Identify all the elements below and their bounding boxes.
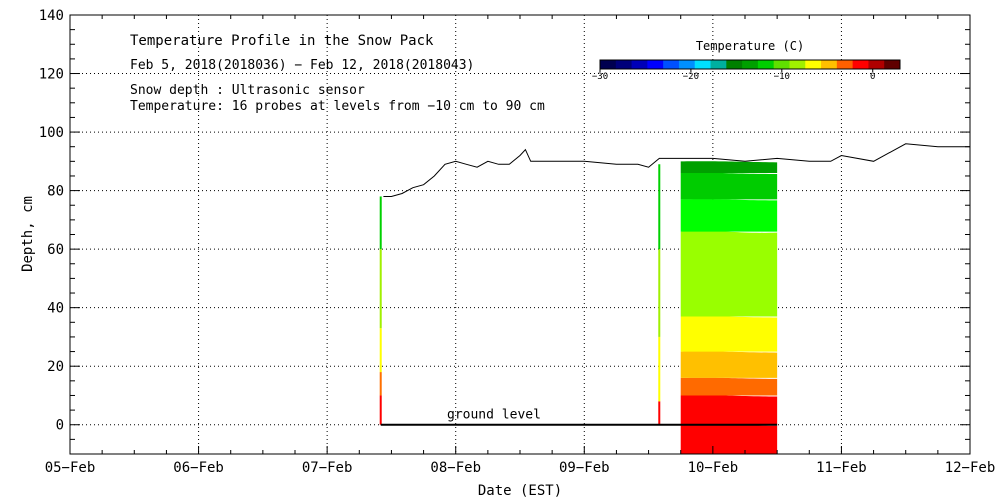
x-tick-label: 09−Feb [559,460,610,476]
x-tick-label: 05−Feb [45,460,96,476]
probe-strip-segment [379,249,382,329]
colorbar-swatch [600,60,617,69]
contour-band [680,161,778,174]
x-tick-label: 08−Feb [430,460,481,476]
y-tick-label: 60 [47,242,64,258]
contour-band [680,351,778,378]
colorbar-swatch [821,60,838,69]
contour-band [680,424,778,454]
y-tick-label: 120 [39,67,64,83]
note-snow-depth: Snow depth : Ultrasonic sensor [130,83,365,98]
colorbar-swatch [789,60,806,69]
ground-level-label: ground level [447,408,541,423]
colorbar-swatch [757,60,775,69]
colorbar-swatch [805,60,822,69]
colorbar-swatch [773,60,790,69]
plot-background [70,15,970,454]
x-tick-label: 10−Feb [688,460,739,476]
colorbar-swatch [647,60,664,69]
y-tick-label: 80 [47,184,64,200]
y-tick-label: 0 [56,418,64,434]
colorbar-swatch [678,60,696,69]
y-tick-label: 100 [39,125,64,141]
probe-strip-segment [379,196,382,250]
x-axis: 05−Feb 06−Feb 07−Feb 08−Feb 09−Feb 10−Feb 11−F… [45,15,996,476]
probe-strip-segment [379,328,382,373]
colorbar-swatch [836,60,854,69]
colorbar-swatch [726,60,743,69]
colorbar-swatch [631,60,648,69]
contour-band [680,199,778,232]
colorbar-tick-label: 0 [870,72,875,82]
chart-subtitle: Feb 5, 2018(2018036) − Feb 12, 2018(2018… [130,58,474,73]
x-tick-label: 11−Feb [816,460,867,476]
contour-band [680,230,778,317]
y-axis-label: Depth, cm [20,196,36,272]
colorbar-frame [599,59,901,70]
probe-strips [379,164,661,425]
colorbar-swatch [884,60,901,69]
x-tick-label: 12−Feb [945,460,996,476]
probe-strip-segment [658,401,661,425]
probe-strip-segment [658,336,661,402]
colorbar-swatch [615,60,633,69]
probe-strip-segment [658,249,661,337]
contour-band [680,316,778,352]
probe-strip-segment [658,164,661,250]
x-tick-label: 07−Feb [302,460,353,476]
colorbar-swatch [663,60,680,69]
colorbar-swatch [694,60,712,69]
x-axis-label: Date (EST) [478,483,562,499]
contour-band [680,395,778,425]
probe-strip-segment [379,395,382,425]
y-tick-label: 20 [47,359,64,375]
temperature-contours [680,161,778,454]
y-tick-label: 40 [47,301,64,317]
colorbar-swatch [852,60,869,69]
chart-title: Temperature Profile in the Snow Pack [130,33,434,49]
contour-band [680,172,778,200]
colorbar-swatch [868,60,885,69]
x-tick-label: 06−Feb [173,460,224,476]
colorbar-title: Temperature (C) [696,39,804,53]
snow-depth-line [383,143,970,197]
colorbar-swatch [710,60,727,69]
colorbar-tick-label: −30 [592,72,608,82]
colorbar: −30 −20 −10 0 [592,59,901,82]
note-temperature: Temperature: 16 probes at levels from −1… [130,99,545,114]
y-axis: 0 20 40 60 80 100 120 140 [39,8,970,455]
contour-band [680,377,778,396]
colorbar-tick-label: −10 [774,72,790,82]
colorbar-tick-label: −20 [683,72,699,82]
colorbar-swatch [742,60,759,69]
probe-strip-segment [379,372,382,396]
y-tick-label: 140 [39,8,64,24]
